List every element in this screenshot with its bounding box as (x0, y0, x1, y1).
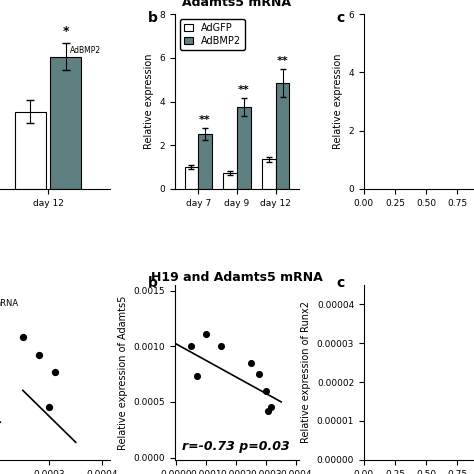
Text: AdBMP2: AdBMP2 (70, 46, 101, 55)
Bar (184, 167, 198, 189)
Point (193, 373, 201, 380)
Title: Adamts5 mRNA: Adamts5 mRNA (182, 0, 292, 9)
Bar (276, 83, 290, 189)
Text: 4: 4 (0, 415, 1, 428)
Text: c: c (337, 276, 345, 290)
Bar (198, 134, 212, 189)
Point (188, 343, 195, 350)
Point (46, 403, 53, 411)
Legend: AdGFP, AdBMP2: AdGFP, AdBMP2 (180, 19, 245, 50)
Text: **: ** (238, 85, 250, 95)
Text: **: ** (277, 55, 289, 65)
Point (202, 330, 210, 338)
Point (255, 370, 263, 378)
Point (35, 351, 43, 359)
Text: b: b (147, 276, 157, 290)
Y-axis label: Relative expression of Adamts5: Relative expression of Adamts5 (118, 295, 128, 450)
Title: H19 and Adamts5 mRNA: H19 and Adamts5 mRNA (151, 271, 323, 284)
Text: b: b (147, 11, 157, 25)
Point (218, 343, 225, 350)
Text: *: * (63, 26, 69, 38)
Point (247, 359, 255, 367)
Point (264, 407, 272, 415)
Y-axis label: Relative expression: Relative expression (144, 54, 154, 149)
Point (51, 369, 58, 376)
Y-axis label: Relative expression: Relative expression (333, 54, 343, 149)
Bar (223, 173, 237, 189)
Text: r=-0.73 p=0.03: r=-0.73 p=0.03 (182, 439, 290, 453)
Point (263, 387, 270, 394)
Text: c: c (337, 11, 345, 25)
Bar (237, 107, 251, 189)
Point (267, 404, 274, 411)
Text: mRNA: mRNA (0, 299, 18, 308)
Bar (50, 57, 81, 189)
Text: **: ** (199, 115, 211, 125)
Bar (15, 111, 46, 189)
Bar (262, 159, 276, 189)
Point (19, 334, 27, 341)
Y-axis label: Relative expression of Runx2: Relative expression of Runx2 (301, 301, 311, 443)
